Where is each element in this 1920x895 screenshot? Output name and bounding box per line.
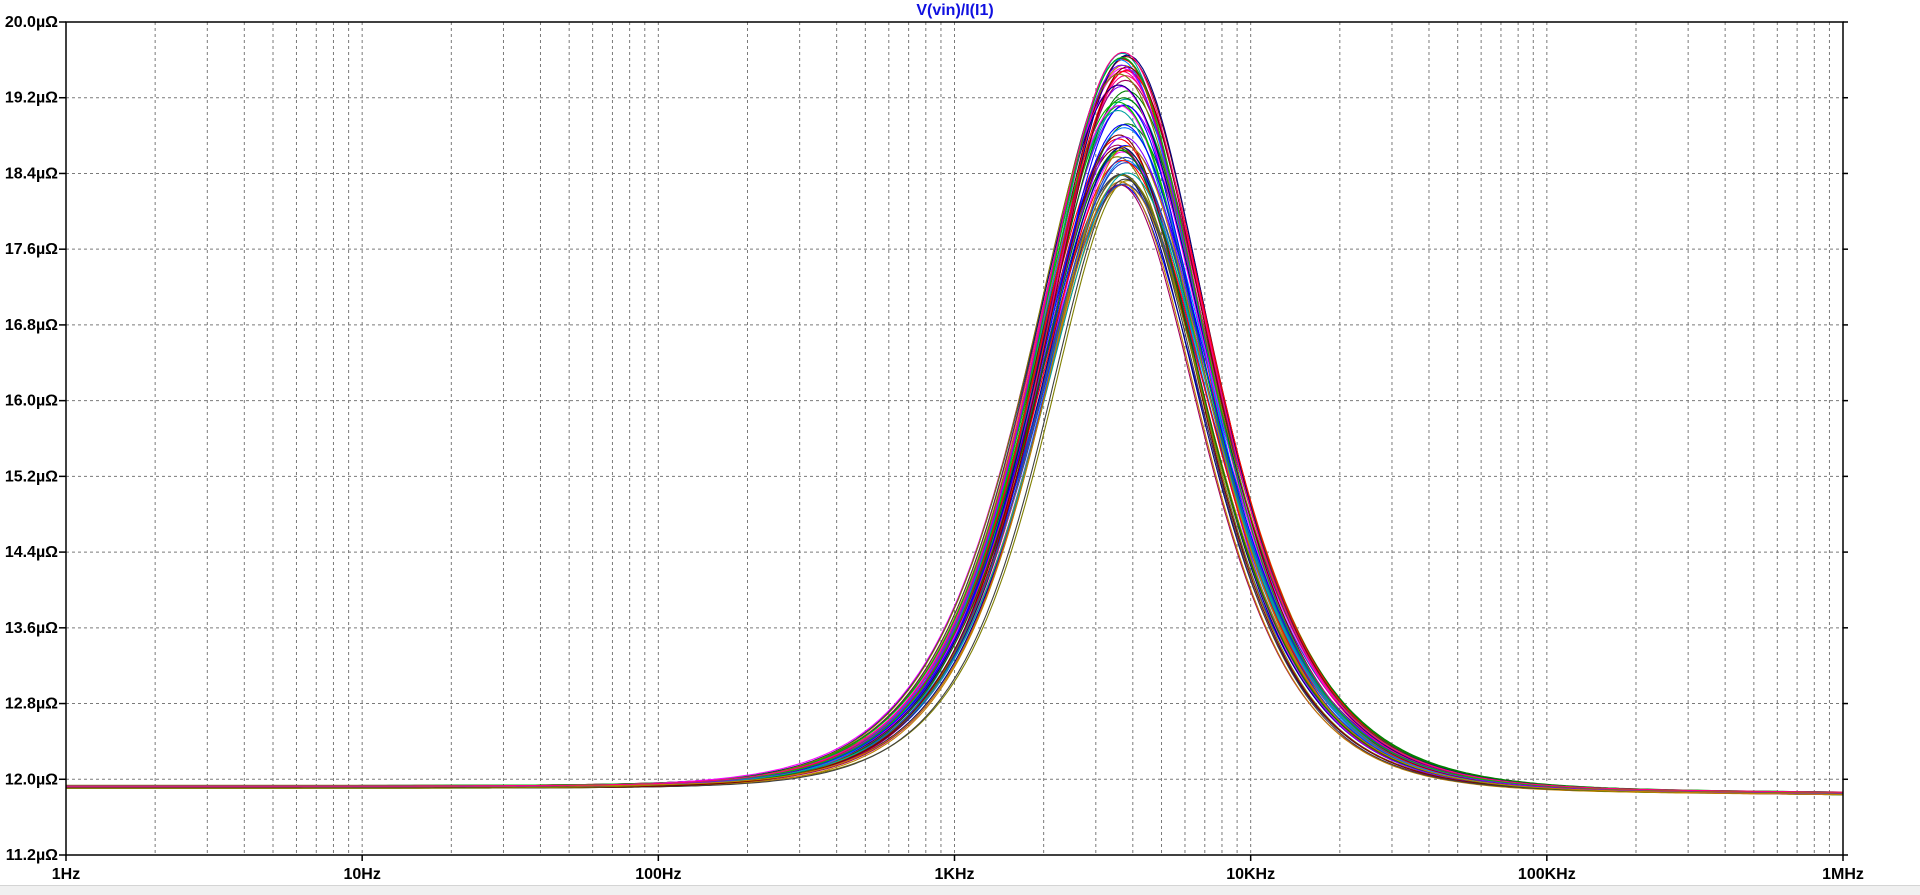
y-tick-label: 11.2µΩ — [6, 847, 58, 864]
y-tick-label: 17.6µΩ — [5, 241, 58, 258]
series-line — [66, 124, 1844, 795]
y-tick-label: 15.2µΩ — [5, 468, 58, 485]
series-line — [66, 73, 1843, 794]
y-tick-label: 14.4µΩ — [5, 544, 58, 561]
series-line — [66, 159, 1843, 795]
x-tick-label: 10Hz — [343, 866, 380, 883]
x-tick-label: 1KHz — [934, 866, 974, 883]
y-tick-label: 18.4µΩ — [5, 165, 58, 182]
y-tick-label: 16.8µΩ — [5, 317, 58, 334]
y-tick-label: 13.6µΩ — [5, 620, 58, 637]
y-tick-label: 19.2µΩ — [5, 90, 58, 107]
y-tick-label: 20.0µΩ — [5, 14, 58, 31]
traces — [66, 51, 1844, 796]
series-line — [66, 123, 1843, 794]
x-tick-label: 1MHz — [1822, 866, 1864, 883]
x-tick-label: 1Hz — [52, 866, 80, 883]
y-tick-label: 12.0µΩ — [5, 771, 58, 788]
axes: 20.0µΩ 19.2µΩ 18.4µΩ 17.6µΩ 16.8µΩ 16.0µΩ 15.2… — [5, 14, 1864, 883]
series-line — [66, 159, 1844, 796]
y-tick-label: 16.0µΩ — [5, 393, 58, 410]
chart-title: V(vin)/I(I1) — [916, 2, 993, 19]
x-tick-label: 100Hz — [635, 866, 681, 883]
x-tick-label: 100KHz — [1518, 866, 1576, 883]
bottom-strip — [0, 885, 1920, 895]
x-tick-label: 10KHz — [1226, 866, 1275, 883]
series-line — [66, 51, 1843, 793]
grid — [66, 22, 1843, 855]
series-line — [66, 145, 1844, 796]
series-line — [66, 173, 1843, 794]
y-tick-label: 12.8µΩ — [5, 696, 58, 713]
